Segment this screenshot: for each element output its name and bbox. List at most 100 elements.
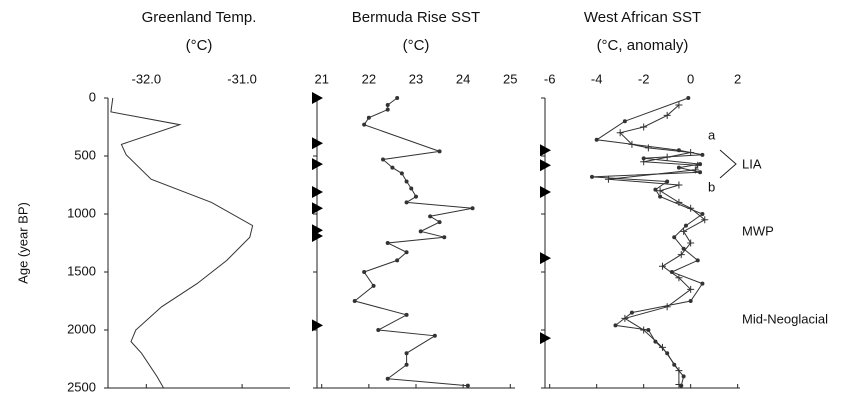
point <box>698 170 703 175</box>
point <box>376 328 381 332</box>
date-marker <box>540 159 551 172</box>
point <box>613 323 618 328</box>
point <box>691 166 699 174</box>
point <box>677 251 685 259</box>
point <box>646 328 651 332</box>
point <box>362 122 367 127</box>
point <box>409 186 414 191</box>
point <box>687 149 695 157</box>
panel-subtitle: (°C, anomaly) <box>597 37 689 54</box>
point <box>594 137 599 142</box>
point <box>622 119 627 124</box>
point <box>404 250 409 255</box>
point <box>687 204 695 212</box>
point <box>658 262 666 270</box>
point <box>470 206 475 211</box>
point <box>385 376 390 381</box>
x-tick-label: 21 <box>314 71 328 86</box>
point <box>663 111 671 119</box>
point <box>629 310 634 315</box>
point <box>686 96 691 100</box>
point <box>404 312 409 317</box>
date-marker <box>312 137 323 150</box>
point <box>656 187 664 195</box>
panel-title: West African SST <box>584 9 701 26</box>
point <box>381 157 385 162</box>
x-tick-label: 24 <box>456 71 470 86</box>
point <box>658 194 663 199</box>
point <box>385 102 390 107</box>
point <box>404 200 409 205</box>
point <box>663 303 671 311</box>
date-marker <box>540 252 551 265</box>
date-marker <box>312 158 323 171</box>
panel-subtitle: (°C) <box>403 37 430 54</box>
x-tick-label: -31.0 <box>227 71 257 86</box>
x-tick-label: 23 <box>409 71 423 86</box>
point <box>404 362 409 367</box>
date-marker <box>312 202 323 215</box>
point <box>653 187 658 192</box>
panel-title: Greenland Temp. <box>142 9 257 26</box>
x-tick-label: 22 <box>362 71 376 86</box>
point <box>404 179 409 184</box>
point <box>665 179 670 184</box>
annotation: LIA <box>742 156 762 171</box>
date-marker <box>540 144 551 157</box>
point <box>688 299 693 303</box>
point <box>676 165 681 170</box>
y-tick-label: 1000 <box>67 205 96 220</box>
annotation: a <box>708 127 716 142</box>
x-tick-label: -4 <box>591 71 603 86</box>
point <box>681 374 686 379</box>
date-marker <box>540 185 551 198</box>
point <box>700 212 705 216</box>
point <box>395 96 400 100</box>
point <box>589 174 594 179</box>
point <box>675 367 683 375</box>
point <box>414 194 418 199</box>
point <box>687 239 695 247</box>
y-tick-label: 2500 <box>67 379 96 394</box>
point <box>644 144 652 152</box>
bracket <box>719 149 737 179</box>
y-axis-label: Age (year BP) <box>15 202 30 284</box>
point <box>390 165 395 170</box>
point <box>675 181 683 189</box>
point <box>694 161 702 169</box>
point <box>442 235 447 240</box>
point <box>680 227 688 235</box>
point <box>385 241 390 245</box>
y-tick-label: 0 <box>89 89 96 104</box>
x-tick-label: -2 <box>638 71 650 86</box>
x-tick-label: 0 <box>687 71 694 86</box>
point <box>385 107 390 112</box>
annotation: MWP <box>742 223 774 238</box>
point <box>675 101 683 109</box>
x-tick-label: -32.0 <box>131 71 161 86</box>
point <box>628 140 636 148</box>
point <box>700 152 705 157</box>
point <box>700 281 705 286</box>
point <box>663 153 671 161</box>
point <box>432 333 437 338</box>
annotation: Mid-Neoglacial <box>742 311 828 326</box>
date-marker <box>312 185 323 198</box>
x-tick-label: -6 <box>544 71 556 86</box>
point <box>371 283 376 288</box>
point <box>404 351 409 356</box>
point <box>395 258 400 263</box>
date-marker <box>312 92 323 104</box>
y-tick-label: 1500 <box>67 263 96 278</box>
point <box>437 149 442 154</box>
point <box>658 343 666 351</box>
point <box>683 223 688 228</box>
point <box>352 299 357 303</box>
date-marker <box>540 332 551 345</box>
point <box>695 258 700 263</box>
point <box>675 381 683 389</box>
point <box>672 235 677 240</box>
point <box>399 171 404 176</box>
point <box>640 158 648 166</box>
